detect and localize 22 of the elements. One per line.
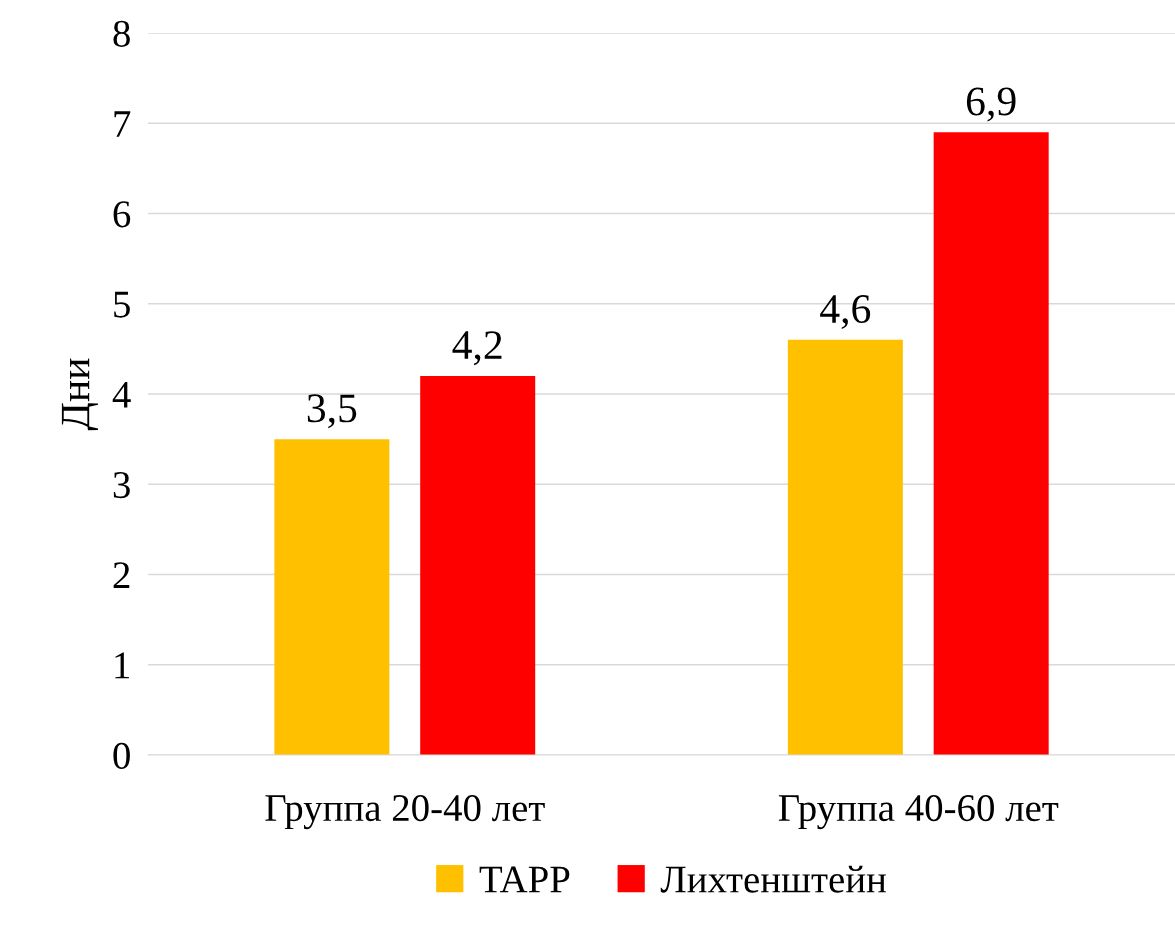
data-label: 6,9 [966, 87, 1016, 122]
x-tick-label: Группа 40-60 лет [778, 794, 1059, 830]
y-tick-label: 6 [113, 201, 131, 228]
data-label: 4,6 [820, 295, 871, 330]
legend-label: TAPP [479, 866, 570, 893]
y-tick-label: 0 [113, 742, 130, 769]
y-tick-label: 5 [114, 291, 130, 318]
x-tick-label: Группа 20-40 лет [265, 794, 545, 830]
y-axis-title: Дни [61, 358, 99, 431]
y-tick-label: 2 [113, 562, 130, 589]
bar [933, 132, 1049, 756]
y-tick-label: 8 [113, 20, 130, 47]
bar [420, 375, 536, 756]
y-tick-label: 1 [115, 652, 130, 679]
legend-label: Лихтенштейн [660, 865, 886, 893]
data-label: 3,5 [307, 394, 357, 429]
bar [787, 339, 903, 756]
data-label: 4,2 [452, 331, 502, 366]
bar [274, 439, 390, 756]
y-tick-label: 3 [113, 472, 130, 499]
y-tick-label: 7 [114, 111, 131, 137]
y-tick-label: 4 [112, 381, 131, 408]
